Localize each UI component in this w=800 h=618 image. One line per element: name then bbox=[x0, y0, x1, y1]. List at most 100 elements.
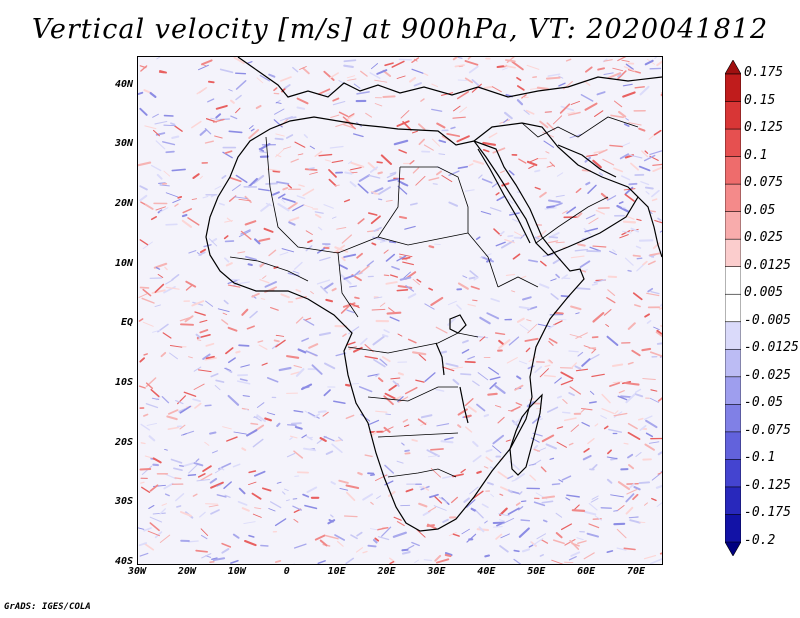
field-streak bbox=[488, 366, 500, 375]
lon-label: 40E bbox=[477, 566, 496, 577]
field-streak bbox=[317, 88, 331, 95]
arabia-coastline bbox=[473, 122, 639, 256]
field-streak bbox=[528, 165, 535, 169]
field-streak bbox=[543, 374, 556, 378]
field-streak bbox=[294, 425, 303, 430]
field-streak bbox=[457, 57, 463, 59]
field-streak bbox=[413, 82, 422, 87]
field-streak bbox=[659, 552, 662, 555]
field-streak bbox=[569, 539, 580, 550]
field-streak bbox=[653, 129, 662, 136]
field-streak bbox=[429, 493, 439, 499]
field-streak bbox=[476, 470, 482, 474]
field-streak bbox=[508, 170, 515, 176]
field-streak bbox=[369, 72, 381, 79]
field-streak bbox=[404, 386, 418, 395]
field-streak bbox=[539, 120, 549, 129]
field-streak bbox=[613, 167, 624, 173]
field-streak bbox=[404, 424, 410, 428]
field-streak bbox=[469, 486, 479, 495]
field-streak bbox=[464, 189, 475, 192]
field-streak bbox=[140, 201, 147, 206]
field-streak bbox=[288, 221, 296, 226]
field-streak bbox=[560, 523, 573, 531]
field-streak bbox=[318, 331, 331, 336]
colorbar-level-label: 0.025 bbox=[744, 230, 784, 246]
field-streak bbox=[646, 292, 660, 297]
field-streak bbox=[324, 159, 332, 162]
field-streak bbox=[349, 181, 357, 188]
field-streak bbox=[350, 534, 358, 540]
field-streak bbox=[381, 526, 392, 537]
lat-label: 40S bbox=[114, 556, 133, 567]
field-streak bbox=[462, 339, 469, 344]
field-streak bbox=[239, 378, 248, 382]
field-streak bbox=[306, 435, 313, 441]
field-streak bbox=[613, 509, 619, 512]
field-streak bbox=[548, 199, 561, 204]
field-streak bbox=[390, 377, 401, 380]
field-streak bbox=[150, 388, 160, 398]
field-streak bbox=[507, 507, 520, 515]
field-streak bbox=[237, 251, 246, 254]
field-streak bbox=[296, 106, 306, 110]
field-streak bbox=[494, 385, 506, 394]
field-streak bbox=[230, 99, 235, 104]
field-streak bbox=[473, 276, 479, 281]
field-streak bbox=[552, 115, 563, 125]
field-streak bbox=[430, 448, 444, 451]
field-streak bbox=[198, 64, 209, 71]
field-streak bbox=[191, 300, 205, 307]
field-streak bbox=[278, 366, 292, 372]
field-streak bbox=[277, 193, 286, 199]
field-streak bbox=[608, 428, 623, 433]
field-streak bbox=[566, 494, 580, 498]
field-streak bbox=[138, 293, 148, 298]
field-streak bbox=[329, 145, 344, 149]
field-streak bbox=[418, 353, 427, 361]
field-streak bbox=[170, 458, 183, 464]
field-streak bbox=[139, 468, 152, 471]
field-streak bbox=[478, 174, 483, 179]
field-streak bbox=[448, 170, 460, 176]
field-streak bbox=[575, 332, 588, 339]
field-streak bbox=[450, 126, 456, 130]
field-streak bbox=[533, 501, 546, 507]
field-streak bbox=[603, 425, 609, 430]
field-streak bbox=[217, 308, 230, 313]
lat-label: 40N bbox=[114, 78, 133, 90]
field-streak bbox=[518, 491, 523, 496]
field-streak bbox=[452, 57, 459, 61]
field-streak bbox=[468, 163, 474, 167]
field-streak bbox=[411, 57, 420, 64]
field-streak bbox=[539, 283, 550, 289]
field-streak bbox=[656, 342, 662, 345]
field-streak bbox=[276, 422, 281, 428]
field-streak bbox=[204, 441, 210, 446]
field-streak bbox=[338, 111, 349, 117]
lon-label: 20E bbox=[377, 566, 396, 577]
field-streak bbox=[383, 274, 390, 277]
field-streak bbox=[533, 444, 539, 450]
field-streak bbox=[392, 531, 407, 538]
colorbar-swatch bbox=[725, 459, 741, 488]
field-streak bbox=[222, 426, 232, 430]
field-streak bbox=[247, 263, 253, 267]
field-streak bbox=[640, 181, 650, 186]
field-streak bbox=[380, 473, 391, 477]
field-streak bbox=[560, 371, 574, 380]
field-streak bbox=[158, 182, 166, 184]
field-streak bbox=[388, 240, 397, 244]
field-streak bbox=[594, 515, 602, 521]
field-streak bbox=[295, 368, 305, 377]
field-streak bbox=[621, 230, 632, 234]
field-streak bbox=[548, 340, 554, 346]
field-streak bbox=[398, 149, 407, 154]
chart-title: Vertical velocity [m/s] at 900hPa, VT: 2… bbox=[31, 14, 769, 45]
field-streak bbox=[423, 72, 429, 76]
field-streak bbox=[452, 116, 466, 119]
colorbar-level-label: 0.005 bbox=[744, 285, 784, 301]
field-streak bbox=[268, 249, 277, 257]
field-streak bbox=[192, 173, 200, 179]
field-streak bbox=[305, 317, 312, 321]
